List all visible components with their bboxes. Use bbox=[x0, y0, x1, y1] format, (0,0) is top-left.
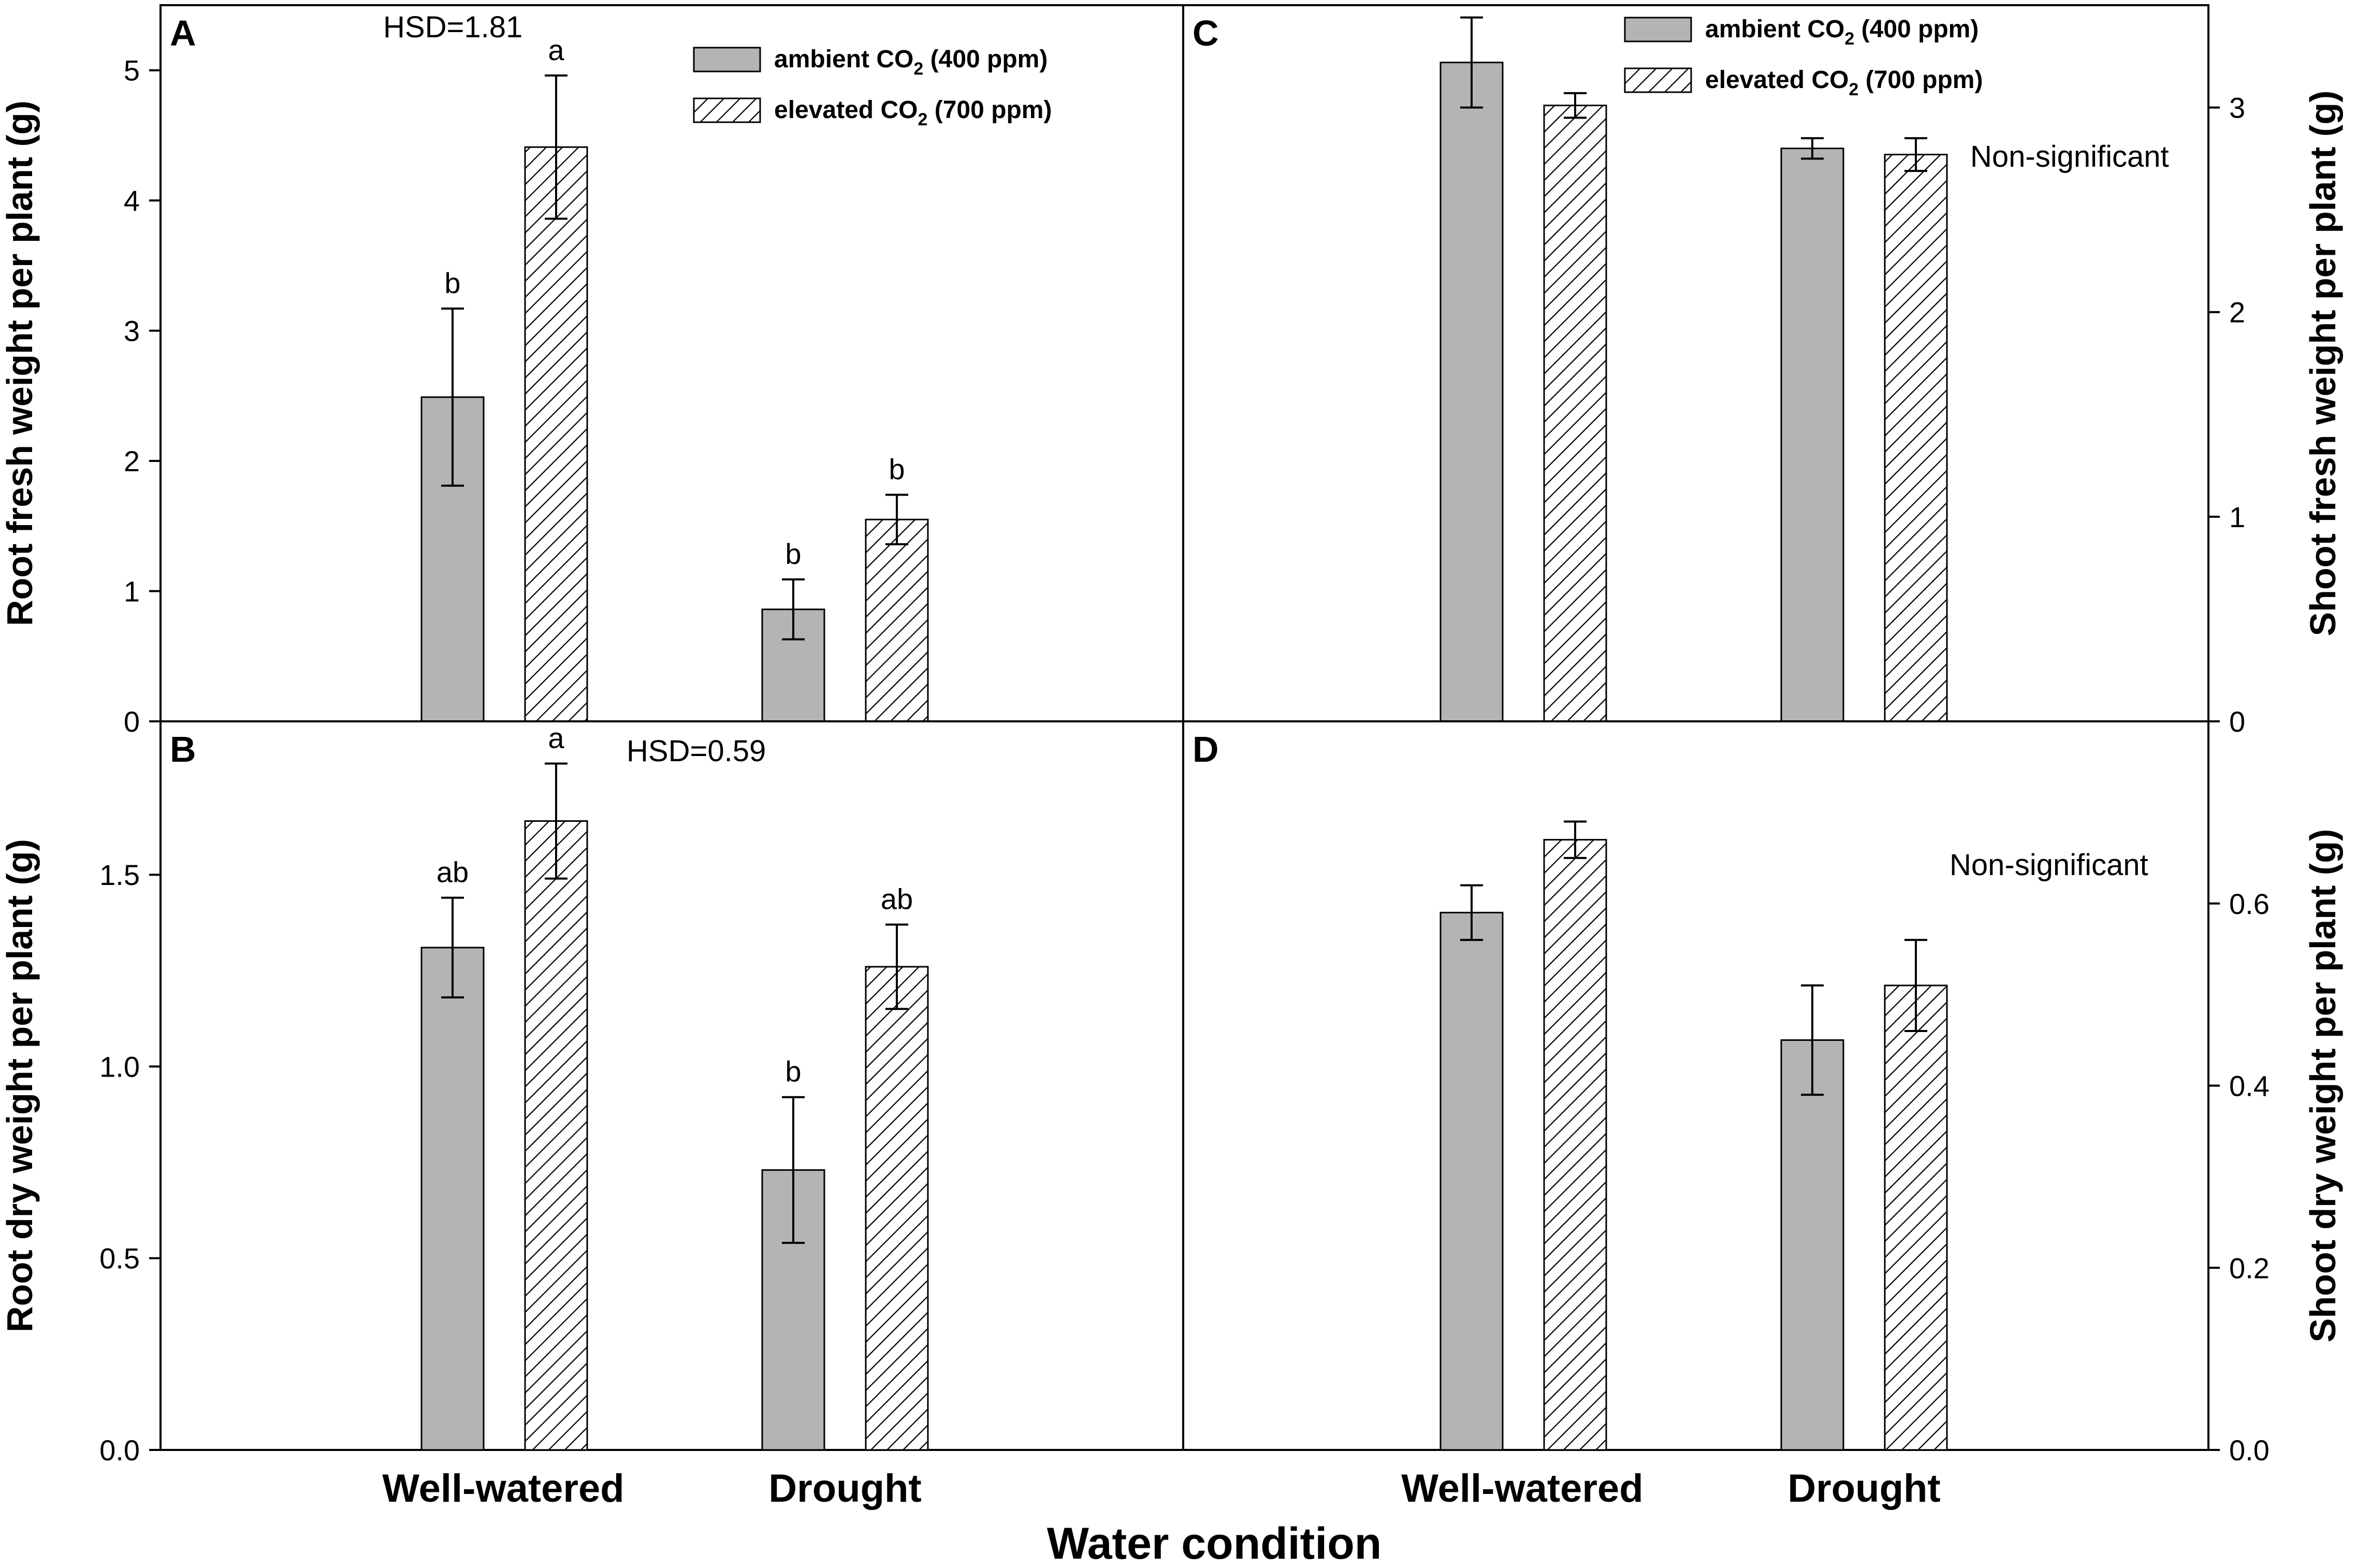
bar-elevated bbox=[1884, 984, 1948, 1451]
bar-ambient bbox=[420, 947, 485, 1451]
panel-b: 0.0 0.5 1.0 1.5 Root dry weight per plant (g… bbox=[0, 720, 1184, 1467]
y-axis-label: Shoot dry weight per plant (g) bbox=[2303, 829, 2343, 1343]
bar-ambient bbox=[1439, 62, 1504, 722]
y-tick-label: 2 bbox=[124, 445, 140, 477]
panel-frame bbox=[1182, 720, 2209, 1451]
y-tick-label: 1 bbox=[2229, 501, 2245, 533]
panel-letter: C bbox=[1192, 13, 1219, 53]
y-tick-label: 1 bbox=[124, 575, 140, 608]
panel-letter: D bbox=[1192, 729, 1219, 770]
x-category-label-well-watered-right: Well-watered bbox=[1401, 1467, 1643, 1511]
x-category-label-well-watered-left: Well-watered bbox=[382, 1467, 624, 1511]
legend-swatch-ambient bbox=[693, 47, 761, 72]
y-tick-label: 4 bbox=[124, 184, 140, 217]
bar-elevated bbox=[865, 518, 929, 722]
legend-panel-a: ambient CO2 (400 ppm) elevated CO2 (700 p… bbox=[693, 46, 1052, 129]
bar-elevated bbox=[1884, 153, 1948, 722]
bar-ambient bbox=[1439, 911, 1504, 1451]
panel-a: 0 1 2 3 4 5 Root fresh weight per plant (g) Ab a… bbox=[0, 4, 1184, 738]
legend-panel-c: ambient CO2 (400 ppm) elevated CO2 (700 p… bbox=[1624, 16, 1983, 99]
hsd-annotation: HSD=0.59 bbox=[627, 734, 766, 768]
bar-elevated bbox=[865, 966, 929, 1451]
panel-letter: B bbox=[170, 729, 196, 770]
bar-elevated bbox=[1543, 839, 1607, 1451]
bar-ambient bbox=[1780, 148, 1844, 722]
y-tick-label: 0 bbox=[124, 705, 140, 738]
legend-label-ambient: ambient CO2 (400 ppm) bbox=[1705, 16, 1979, 49]
y-tick-label: 1.5 bbox=[99, 859, 140, 891]
non-significant-annotation: Non-significant bbox=[1950, 848, 2148, 882]
y-tick-label: 0 bbox=[2229, 705, 2245, 738]
bar-elevated bbox=[524, 820, 588, 1451]
significance-letter: ab bbox=[881, 882, 913, 915]
legend-swatch-ambient bbox=[1624, 17, 1692, 42]
y-tick-label: 0.2 bbox=[2229, 1252, 2270, 1284]
hsd-annotation: HSD=1.81 bbox=[383, 10, 522, 44]
x-axis-label: Water condition bbox=[1047, 1519, 1382, 1568]
significance-letter: a bbox=[548, 34, 564, 66]
y-axis-label: Root dry weight per plant (g) bbox=[0, 839, 40, 1332]
significance-letter: b bbox=[785, 1055, 801, 1088]
significance-letter: b bbox=[444, 267, 460, 299]
panel-frame bbox=[1182, 4, 2209, 722]
panel-c: 0 1 2 3 Shoot fresh weight per plant (g) C Non… bbox=[1182, 4, 2343, 738]
panel-frame bbox=[159, 720, 1184, 1451]
y-tick-label: 0.4 bbox=[2229, 1070, 2270, 1102]
panels: 0 1 2 3 4 5 Root fresh weight per plant (g) Ab a… bbox=[0, 4, 2343, 1467]
legend-swatch-elevated bbox=[693, 97, 761, 123]
x-category-label-drought-left: Drought bbox=[768, 1467, 921, 1511]
y-tick-label: 0.0 bbox=[2229, 1434, 2270, 1467]
y-tick-label: 2 bbox=[2229, 296, 2245, 329]
legend-label-elevated: elevated CO2 (700 ppm) bbox=[1705, 66, 1983, 99]
y-tick-label: 0.5 bbox=[99, 1242, 140, 1275]
y-axis-label: Shoot fresh weight per plant (g) bbox=[2303, 91, 2343, 636]
significance-letter: a bbox=[548, 721, 564, 754]
significance-letter: b bbox=[785, 538, 801, 570]
legend-label-elevated: elevated CO2 (700 ppm) bbox=[774, 96, 1052, 129]
panel-d: 0.0 0.2 0.4 0.6 Shoot dry weight per plant (… bbox=[1182, 720, 2343, 1467]
bar-elevated bbox=[1543, 105, 1607, 722]
y-tick-label: 3 bbox=[2229, 92, 2245, 124]
non-significant-annotation: Non-significant bbox=[1970, 140, 2169, 173]
y-tick-label: 0.6 bbox=[2229, 888, 2270, 920]
legend-swatch-elevated bbox=[1624, 67, 1692, 93]
y-tick-label: 0.0 bbox=[99, 1434, 140, 1467]
y-tick-label: 1.0 bbox=[99, 1050, 140, 1083]
y-tick-label: 3 bbox=[124, 315, 140, 347]
significance-letter: b bbox=[889, 453, 905, 485]
legend-label-ambient: ambient CO2 (400 ppm) bbox=[774, 46, 1048, 79]
bar-ambient bbox=[1780, 1039, 1844, 1451]
bar-elevated bbox=[524, 146, 588, 722]
panel-letter: A bbox=[170, 13, 196, 53]
y-axis-label: Root fresh weight per plant (g) bbox=[0, 100, 40, 626]
significance-letter: ab bbox=[437, 856, 469, 889]
y-tick-label: 5 bbox=[124, 54, 140, 87]
x-category-label-drought-right: Drought bbox=[1787, 1467, 1940, 1511]
